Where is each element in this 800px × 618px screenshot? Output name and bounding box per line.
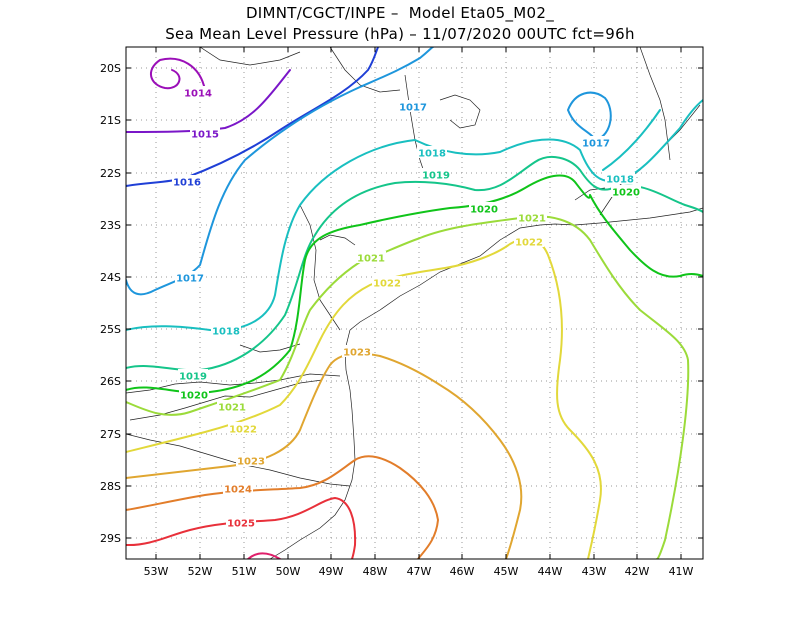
contour-label-1017: 1017 [582, 139, 610, 150]
contour-label-1020: 1020 [612, 188, 640, 199]
lat-tick-label: 25S [100, 323, 121, 336]
contour-1014 [150, 57, 206, 91]
contour-label-1017: 1017 [399, 103, 427, 114]
contour-label-1022: 1022 [229, 425, 257, 436]
contour-label-1021: 1021 [218, 403, 246, 414]
lon-tick-label: 42W [625, 565, 650, 578]
contour-1025 [126, 496, 357, 559]
contour-1024 [126, 455, 440, 559]
lon-tick-label: 50W [276, 565, 301, 578]
contour-label-1017: 1017 [176, 274, 204, 285]
lon-tick-label: 44W [538, 565, 563, 578]
contour-label-1022: 1022 [373, 279, 401, 290]
axis-ticks [126, 47, 703, 559]
contour-label-1021: 1021 [357, 254, 385, 265]
contour-label-1020: 1020 [180, 391, 208, 402]
axis-tick-labels: 20S 21S 22S 23S 24S 25S 26S 27S 28S 29S 53W 52W 51W 5… [100, 62, 694, 578]
lon-tick-label: 41W [669, 565, 694, 578]
lat-tick-label: 27S [100, 428, 121, 441]
lat-tick-label: 23S [100, 219, 121, 232]
contour-1022 [126, 237, 602, 559]
lat-tick-label: 21S [100, 114, 121, 127]
lon-tick-label: 45W [494, 565, 519, 578]
contour-label-1021: 1021 [518, 214, 546, 225]
lon-tick-label: 49W [319, 565, 344, 578]
contour-1023 [126, 352, 523, 559]
lat-tick-label: 20S [100, 62, 121, 75]
contour-1021 [126, 215, 690, 559]
contour-label-1020: 1020 [470, 205, 498, 216]
contour-1020 [126, 174, 703, 394]
contour-label-1015: 1015 [191, 130, 219, 141]
contour-label-1023: 1023 [343, 348, 371, 359]
contour-labels: 1014 1015 1016 1017 1017 1017 1018 1018 1018 1019… [172, 86, 641, 530]
coastline-borders [126, 47, 703, 559]
map-subtitle: Sea Mean Level Pressure (hPa) – 11/07/20… [165, 25, 635, 43]
contour-label-1019: 1019 [422, 171, 450, 182]
contour-1018-east [602, 109, 661, 171]
contour-label-1023: 1023 [237, 457, 265, 468]
lat-tick-label: 29S [100, 532, 121, 545]
lon-tick-label: 47W [407, 565, 432, 578]
contour-1015 [126, 69, 291, 133]
contour-1026 [247, 552, 281, 559]
contour-label-1016: 1016 [173, 178, 201, 189]
contour-label-1022: 1022 [515, 238, 543, 249]
contour-label-1014: 1014 [184, 89, 212, 100]
contour-label-1025: 1025 [227, 519, 255, 530]
contour-label-1019: 1019 [179, 372, 207, 383]
contour-1017-east [567, 91, 612, 142]
map-frame [125, 46, 704, 560]
lat-tick-label: 28S [100, 480, 121, 493]
map-title: DIMNT/CGCT/INPE – Model Eta05_M02_ [245, 4, 555, 22]
lon-tick-label: 53W [144, 565, 169, 578]
lon-tick-label: 48W [363, 565, 388, 578]
lon-tick-label: 46W [450, 565, 475, 578]
contour-label-1018: 1018 [212, 327, 240, 338]
lat-tick-label: 26S [100, 375, 121, 388]
contour-1017-west [126, 47, 434, 296]
contour-label-1018: 1018 [418, 149, 446, 160]
grid-lines [126, 47, 703, 559]
lat-tick-label: 22S [100, 167, 121, 180]
lon-tick-label: 52W [188, 565, 213, 578]
contour-label-1018: 1018 [606, 175, 634, 186]
lon-tick-label: 51W [232, 565, 257, 578]
contour-label-1024: 1024 [224, 485, 252, 496]
lat-tick-label: 24S [100, 271, 121, 284]
lon-tick-label: 43W [582, 565, 607, 578]
